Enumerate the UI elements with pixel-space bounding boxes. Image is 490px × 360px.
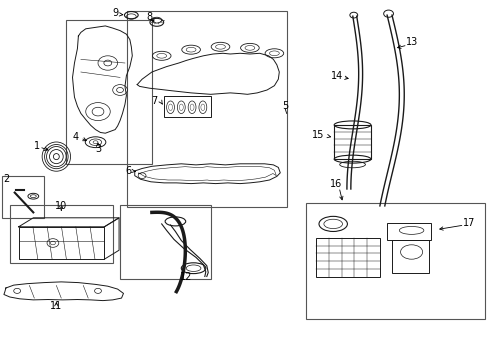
Text: 10: 10	[55, 201, 67, 211]
Bar	[387, 223, 431, 240]
Bar	[120, 205, 211, 279]
Bar	[10, 205, 113, 263]
Bar	[19, 227, 104, 259]
Bar	[2, 176, 44, 218]
Bar	[316, 238, 380, 277]
Text: 9: 9	[112, 8, 118, 18]
Text: 17: 17	[463, 218, 476, 228]
Text: 12: 12	[180, 272, 193, 282]
Text: 16: 16	[330, 179, 342, 189]
Text: 5: 5	[282, 101, 288, 111]
Text: 2: 2	[4, 174, 10, 184]
Text: 15: 15	[312, 130, 324, 140]
Text: 3: 3	[95, 144, 101, 154]
Text: 6: 6	[126, 166, 132, 176]
Bar	[164, 96, 211, 117]
Bar	[334, 125, 371, 159]
Text: 4: 4	[73, 132, 79, 142]
Text: 1: 1	[34, 141, 40, 151]
Bar	[127, 11, 287, 207]
Text: 7: 7	[151, 96, 158, 106]
Text: 13: 13	[405, 37, 417, 48]
Text: 8: 8	[147, 12, 152, 22]
Bar	[392, 240, 429, 273]
Text: 14: 14	[331, 71, 343, 81]
Bar	[66, 20, 152, 164]
Text: 11: 11	[50, 301, 63, 311]
Bar	[306, 203, 485, 319]
